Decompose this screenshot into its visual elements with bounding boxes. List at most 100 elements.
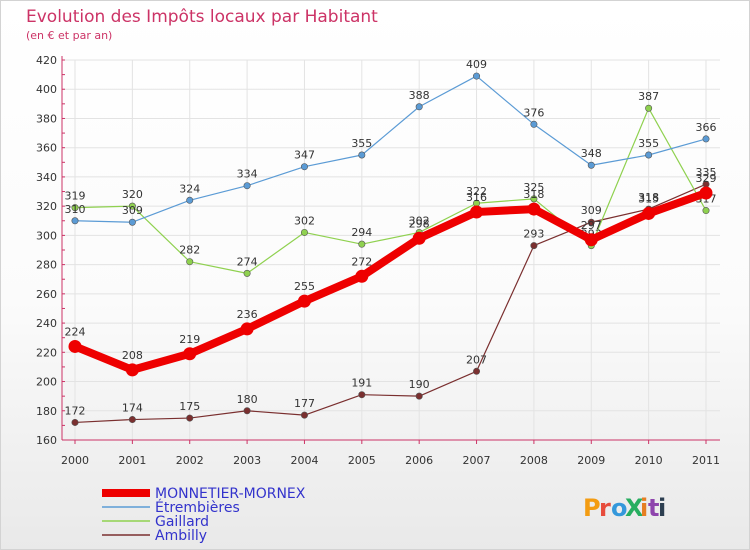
point-gaillard <box>702 207 710 215</box>
point-monnetier-mornex <box>470 205 484 219</box>
logo-letter: o <box>611 494 628 522</box>
data-label-gaillard: 322 <box>466 185 487 198</box>
point-gaillard <box>128 202 136 210</box>
grid <box>62 59 720 441</box>
y-tick-label: 400 <box>36 83 57 96</box>
chart-title: Evolution des Impôts locaux par Habitant <box>26 7 378 27</box>
x-tick-label: 2001 <box>118 454 146 467</box>
series-line-ambilly <box>74 183 707 424</box>
logo-letter: i <box>640 494 648 522</box>
chart-subtitle: (en € et par an) <box>26 29 112 42</box>
point-monnetier-mornex <box>297 294 311 308</box>
data-label-ambilly: 309 <box>581 204 602 217</box>
x-tick-label: 2010 <box>635 454 663 467</box>
data-label-gaillard: 387 <box>638 90 659 103</box>
x-tick-label: 2005 <box>348 454 376 467</box>
data-label-ambilly: 172 <box>65 404 86 417</box>
y-tick-label: 340 <box>36 171 57 184</box>
logo-letter: i <box>658 494 666 522</box>
data-label-etrembieres: 348 <box>581 147 602 160</box>
y-tick-label: 280 <box>36 259 57 272</box>
data-label-ambilly: 207 <box>466 353 487 366</box>
data-label-etrembieres: 309 <box>122 204 143 217</box>
point-etrembieres <box>300 163 308 171</box>
data-label-monnetier-mornex: 272 <box>351 255 372 268</box>
point-etrembieres <box>358 151 366 159</box>
x-tick-label: 2011 <box>692 454 720 467</box>
point-etrembieres <box>243 182 251 190</box>
series-line-etrembieres <box>74 75 707 223</box>
point-ambilly <box>587 218 595 226</box>
x-tick-label: 2004 <box>290 454 318 467</box>
point-monnetier-mornex <box>240 322 254 336</box>
logo-letter: r <box>599 494 611 522</box>
point-ambilly <box>186 414 194 422</box>
proxiti-logo: Pr oXi ti <box>583 494 666 522</box>
legend-label: MONNETIER-MORNEX <box>155 486 306 502</box>
point-monnetier-mornex <box>68 339 82 353</box>
point-etrembieres <box>186 196 194 204</box>
y-tick-label: 420 <box>36 54 57 67</box>
data-label-etrembieres: 347 <box>294 149 315 162</box>
point-ambilly <box>415 392 423 400</box>
x-tick-label: 2009 <box>577 454 605 467</box>
data-label-gaillard: 302 <box>409 214 430 227</box>
point-gaillard <box>71 204 79 212</box>
x-tick-label: 2006 <box>405 454 433 467</box>
point-gaillard <box>243 269 251 277</box>
point-monnetier-mornex <box>527 202 541 216</box>
data-label-monnetier-mornex: 318 <box>523 188 544 201</box>
data-label-etrembieres: 366 <box>696 121 717 134</box>
data-label-etrembieres: 388 <box>409 89 430 102</box>
x-tick-label: 2007 <box>463 454 491 467</box>
point-gaillard <box>530 195 538 203</box>
data-label-etrembieres: 355 <box>638 137 659 150</box>
data-label-monnetier-mornex: 315 <box>638 192 659 205</box>
data-label-gaillard: 325 <box>523 181 544 194</box>
data-label-monnetier-mornex: 236 <box>237 308 258 321</box>
data-label-gaillard: 320 <box>122 188 143 201</box>
data-label-gaillard: 274 <box>237 255 258 268</box>
data-label-etrembieres: 310 <box>65 203 86 216</box>
logo-letter: t <box>648 494 659 522</box>
point-monnetier-mornex <box>355 269 369 283</box>
point-monnetier-mornex <box>183 347 197 361</box>
point-monnetier-mornex <box>125 363 139 377</box>
data-label-ambilly: 177 <box>294 397 315 410</box>
point-etrembieres <box>530 120 538 128</box>
x-tick-label: 2000 <box>61 454 89 467</box>
y-tick-label: 260 <box>36 288 57 301</box>
point-ambilly <box>300 411 308 419</box>
point-ambilly <box>128 416 136 424</box>
data-label-ambilly: 190 <box>409 378 430 391</box>
point-gaillard <box>645 104 653 112</box>
data-label-gaillard: 302 <box>294 214 315 227</box>
data-label-monnetier-mornex: 298 <box>409 217 430 230</box>
data-label-ambilly: 191 <box>351 377 372 390</box>
y-tick-label: 240 <box>36 317 57 330</box>
y-tick-label: 180 <box>36 405 57 418</box>
point-ambilly <box>530 242 538 250</box>
legend: MONNETIER-MORNEXÉtrembièresGaillardAmbil… <box>102 486 306 544</box>
point-gaillard <box>186 258 194 266</box>
x-tick-label: 2008 <box>520 454 548 467</box>
data-label-ambilly: 335 <box>696 166 717 179</box>
series-line-gaillard <box>74 107 707 274</box>
y-tick-label: 300 <box>36 229 57 242</box>
data-label-etrembieres: 334 <box>237 168 258 181</box>
y-tick-label: 200 <box>36 376 57 389</box>
data-label-monnetier-mornex: 208 <box>122 349 143 362</box>
point-ambilly <box>358 391 366 399</box>
logo-letter: X <box>625 494 644 522</box>
data-label-gaillard: 319 <box>65 190 86 203</box>
data-label-gaillard: 282 <box>179 244 200 257</box>
point-ambilly <box>243 407 251 415</box>
data-label-ambilly: 180 <box>237 393 258 406</box>
point-monnetier-mornex <box>642 206 656 220</box>
data-label-gaillard: 294 <box>351 226 372 239</box>
data-label-ambilly: 318 <box>638 191 659 204</box>
data-label-etrembieres: 355 <box>351 137 372 150</box>
